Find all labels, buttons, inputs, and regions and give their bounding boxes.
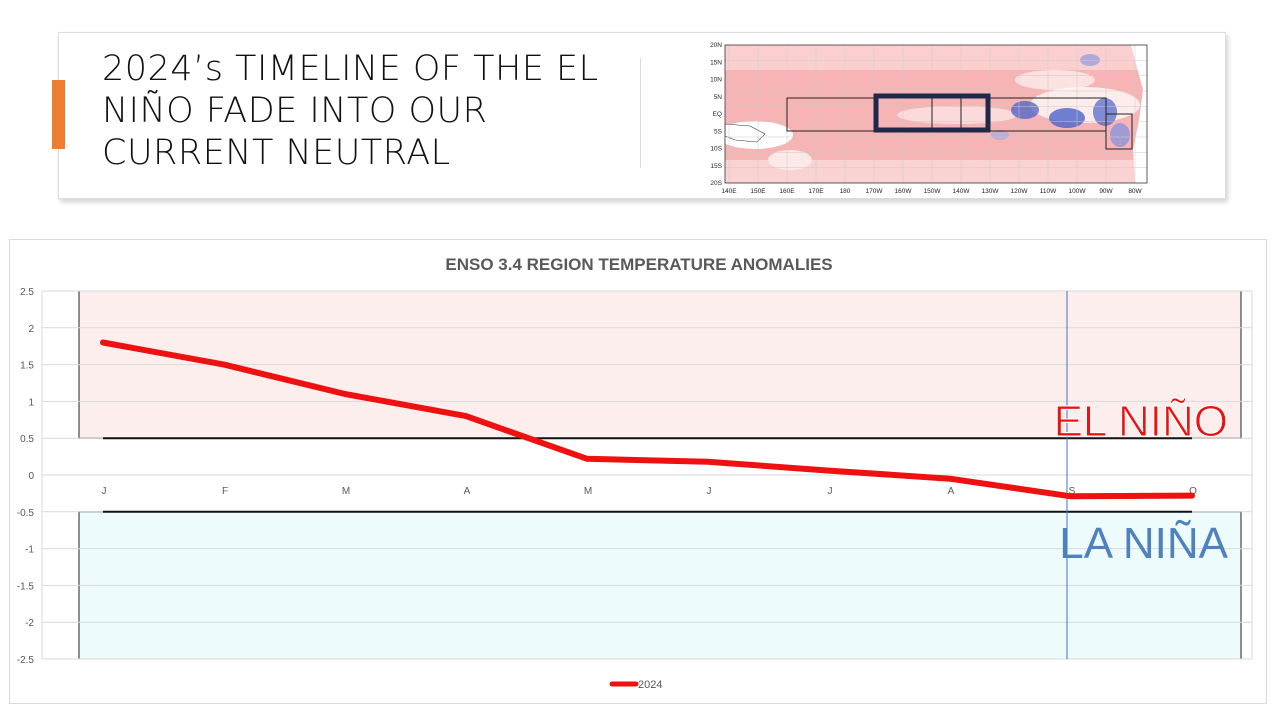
legend-label: 2024 [638, 679, 662, 691]
x-category-label: A [464, 486, 471, 497]
map-lat-label: EQ [713, 111, 722, 118]
y-tick-label: -0.5 [17, 508, 35, 519]
x-category-label: S [1069, 486, 1076, 497]
map-lon-label: 140W [953, 188, 971, 195]
x-category-label: J [828, 486, 833, 497]
map-lon-label: 80W [1128, 188, 1142, 195]
map-lon-label: 120W [1011, 188, 1029, 195]
series-point [828, 470, 830, 472]
series-line-2024 [100, 339, 1195, 500]
y-tick-label: 0 [28, 471, 34, 482]
x-category-label: M [342, 486, 350, 497]
series-point [707, 461, 709, 463]
x-category-label: M [584, 486, 592, 497]
map-lon-label: 160E [779, 188, 795, 195]
chart-title: ENSO 3.4 REGION TEMPERATURE ANOMALIES [445, 255, 832, 274]
x-category-label: F [222, 486, 228, 497]
map-lon-label: 160W [895, 188, 913, 195]
x-category-label: J [707, 486, 712, 497]
map-lat-label: 10S [710, 146, 722, 153]
slide-title: 2024’s TIMELINE OF THE EL NIÑO FADE INTO… [102, 49, 599, 173]
y-tick-label: -1.5 [17, 581, 35, 592]
x-category-label: J [102, 486, 107, 497]
x-category-label: A [948, 486, 955, 497]
map-lat-label: 10N [710, 77, 722, 84]
series-point [586, 458, 588, 460]
x-category-label: O [1189, 486, 1197, 497]
la-nina-label: LA NIÑA [1059, 518, 1228, 568]
map-lon-label: 90W [1099, 188, 1113, 195]
y-tick-label: 0.5 [20, 434, 34, 445]
series-point [465, 415, 467, 417]
y-tick-label: 1 [28, 397, 34, 408]
sst-anomaly-map: 20N 15N 10N 5N EQ 5S 10S 15S 20S 140E 150E 160E 170… [710, 42, 1148, 195]
accent-bar [52, 80, 65, 149]
series-point [223, 364, 225, 366]
map-lat-label: 5N [714, 94, 723, 101]
map-lat-label: 15N [710, 59, 722, 66]
map-lon-label: 100W [1069, 188, 1087, 195]
map-lon-label: 150E [750, 188, 766, 195]
map-lon-label: 170E [808, 188, 824, 195]
y-tick-label: 1.5 [20, 361, 34, 372]
map-lat-label: 5S [714, 128, 723, 135]
series-point [1070, 495, 1072, 497]
map-lat-label: 15S [710, 163, 722, 170]
series-point [344, 393, 346, 395]
title-divider [640, 58, 641, 168]
map-lon-label: 170W [866, 188, 884, 195]
y-tick-label: -2.5 [17, 655, 35, 666]
map-lon-label: 150W [924, 188, 942, 195]
y-tick-label: 2.5 [20, 287, 34, 298]
y-tick-label: -2 [25, 618, 34, 629]
el-nino-label: EL NIÑO [1054, 396, 1228, 446]
map-lat-label: 20S [710, 180, 722, 187]
series-point [1191, 495, 1193, 497]
map-lon-label: 180 [840, 188, 851, 195]
map-lon-label: 140E [721, 188, 737, 195]
map-lat-label: 20N [710, 42, 722, 49]
series-point [949, 478, 951, 480]
y-tick-label: -1 [25, 545, 34, 556]
map-lon-label: 130W [982, 188, 1000, 195]
y-tick-label: 2 [28, 324, 34, 335]
map-lon-label: 110W [1040, 188, 1057, 195]
series-point [102, 342, 104, 344]
